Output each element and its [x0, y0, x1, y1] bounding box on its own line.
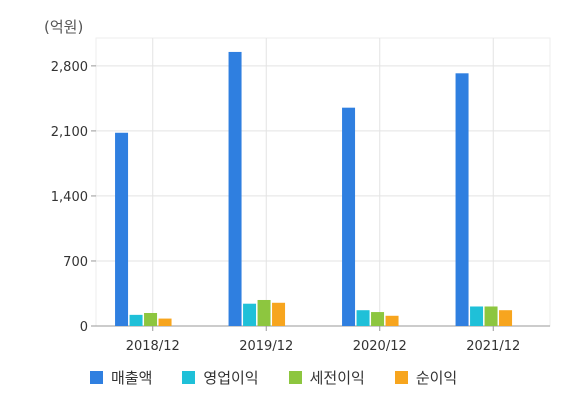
bar [371, 312, 385, 326]
bar [129, 314, 143, 326]
legend-item: 영업이익 [182, 367, 259, 388]
legend-swatch [182, 371, 196, 384]
x-tick-label: 2018/12 [126, 339, 180, 354]
bar [158, 318, 172, 326]
bar [499, 310, 513, 326]
legend-label: 세전이익 [309, 369, 365, 387]
bar [470, 306, 484, 326]
y-tick-label: 2,100 [51, 125, 88, 140]
bar [342, 107, 356, 326]
bar [484, 306, 498, 326]
legend-label: 영업이익 [203, 369, 259, 387]
bar [257, 299, 271, 326]
bar [144, 312, 158, 326]
plot-frame [95, 37, 551, 327]
legend-swatch [288, 371, 302, 384]
y-tick-label: 700 [63, 255, 88, 270]
x-tick-label: 2020/12 [353, 339, 407, 354]
bar [455, 73, 469, 326]
y-tick-label: 0 [80, 320, 88, 335]
legend-swatch [90, 371, 103, 384]
unit-label: (억원) [44, 18, 84, 36]
legend-swatch [394, 371, 408, 384]
legend-item: 매출액 [90, 367, 152, 388]
legend: 매출액 영업이익 세전이익 순이익 [90, 367, 457, 388]
bar [243, 303, 257, 326]
bar [228, 51, 242, 326]
legend-item: 세전이익 [288, 367, 365, 388]
x-tick-label: 2021/12 [466, 339, 520, 354]
bar [385, 315, 399, 326]
y-tick-label: 1,400 [51, 190, 88, 205]
bar [115, 132, 129, 326]
legend-label: 매출액 [111, 369, 153, 387]
bar [356, 310, 370, 326]
legend-item: 순이익 [394, 367, 458, 388]
legend-label: 순이익 [415, 369, 458, 387]
y-tick-label: 2,800 [51, 60, 88, 75]
bar [272, 302, 286, 326]
x-tick-label: 2019/12 [239, 339, 293, 354]
